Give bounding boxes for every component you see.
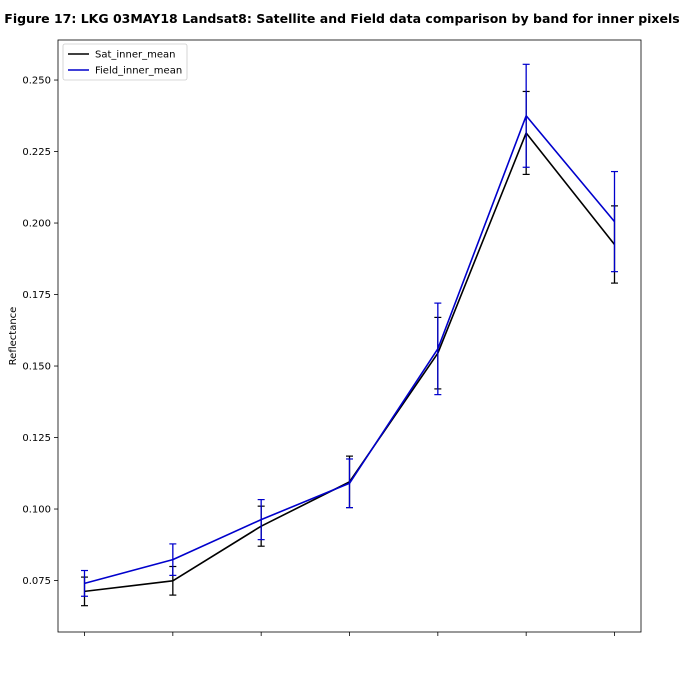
y-tick-label: 0.175: [22, 290, 51, 301]
y-tick-label: 0.125: [22, 433, 51, 444]
y-tick-label: 0.225: [22, 147, 51, 158]
legend: Sat_inner_mean Field_inner_mean: [62, 43, 188, 81]
chart-title: Figure 17: LKG 03MAY18 Landsat8: Satelli…: [4, 11, 680, 26]
series-line: [84, 114, 616, 585]
y-axis-label: Reflectance: [8, 307, 19, 366]
x-axis-ticks: [84, 632, 615, 636]
legend-box: [62, 43, 188, 81]
legend-label-field: Field_inner_mean: [95, 66, 182, 77]
series-0: [81, 90, 618, 607]
y-tick-label: 0.075: [22, 576, 51, 587]
y-tick-label: 0.250: [22, 76, 51, 87]
series-1: [81, 63, 618, 597]
y-tick-label: 0.100: [22, 505, 51, 516]
y-axis-ticks: 0.075 0.100 0.125 0.150 0.175 0.200 0.225 0.250: [22, 76, 58, 587]
series-line: [84, 132, 616, 593]
y-tick-label: 0.150: [22, 362, 51, 373]
y-tick-label: 0.200: [22, 219, 51, 230]
legend-label-sat: Sat_inner_mean: [95, 50, 175, 61]
series-layer: [81, 63, 618, 607]
plot-frame: [57, 39, 642, 633]
